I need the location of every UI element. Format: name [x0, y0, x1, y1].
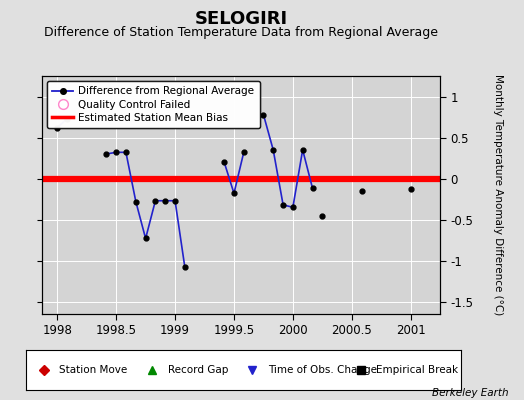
Text: Berkeley Earth: Berkeley Earth [432, 388, 508, 398]
Text: Difference of Station Temperature Data from Regional Average: Difference of Station Temperature Data f… [44, 26, 438, 39]
Text: SELOGIRI: SELOGIRI [194, 10, 288, 28]
Legend: Difference from Regional Average, Quality Control Failed, Estimated Station Mean: Difference from Regional Average, Qualit… [47, 81, 259, 128]
Text: Time of Obs. Change: Time of Obs. Change [268, 365, 377, 375]
Text: Record Gap: Record Gap [168, 365, 228, 375]
Y-axis label: Monthly Temperature Anomaly Difference (°C): Monthly Temperature Anomaly Difference (… [493, 74, 503, 316]
Text: Empirical Break: Empirical Break [376, 365, 458, 375]
Text: Station Move: Station Move [59, 365, 127, 375]
